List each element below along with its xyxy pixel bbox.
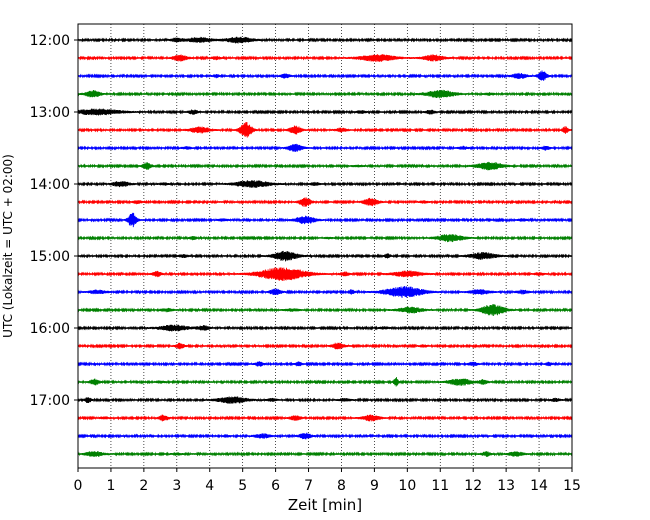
x-tick-label: 0 <box>74 478 83 494</box>
x-tick-label: 15 <box>563 478 581 494</box>
trace-1615 <box>77 342 573 350</box>
trace-1600 <box>77 324 573 332</box>
x-tick-label: 6 <box>271 478 280 494</box>
trace-1300 <box>77 108 573 116</box>
x-tick-label: 11 <box>431 478 449 494</box>
x-tick-label: 14 <box>530 478 548 494</box>
y-tick-label: 17:00 <box>30 393 70 409</box>
x-tick-label: 2 <box>139 478 148 494</box>
x-axis: 0 1 2 3 4 5 6 7 8 9 10 11 12 13 14 15 <box>74 468 581 494</box>
x-tick-label: 7 <box>304 478 313 494</box>
trace-1500 <box>77 250 573 262</box>
x-axis-label: Zeit [min] <box>288 496 362 514</box>
trace-1400 <box>77 180 573 188</box>
traces <box>77 36 573 457</box>
trace-1630 <box>77 361 573 367</box>
x-tick-label: 8 <box>337 478 346 494</box>
x-tick-label: 12 <box>464 478 482 494</box>
trace-1430 <box>77 212 573 228</box>
x-tick-label: 10 <box>398 478 416 494</box>
trace-1230 <box>77 70 573 81</box>
trace-1545 <box>77 304 573 316</box>
trace-1445 <box>77 234 573 243</box>
trace-1245 <box>77 89 573 99</box>
y-tick-label: 16:00 <box>30 321 70 337</box>
trace-1315 <box>77 122 573 138</box>
y-axis: 12:00 13:00 14:00 15:00 16:00 17:00 <box>30 33 78 409</box>
x-tick-label: 3 <box>172 478 181 494</box>
x-tick-label: 4 <box>205 478 214 494</box>
vertical-gridlines <box>110 24 540 468</box>
trace-1645 <box>77 377 573 387</box>
trace-1200 <box>77 36 573 44</box>
trace-1345 <box>77 161 573 171</box>
trace-1515 <box>77 267 573 281</box>
y-tick-label: 15:00 <box>30 249 70 265</box>
x-tick-label: 9 <box>370 478 379 494</box>
y-tick-label: 13:00 <box>30 105 70 121</box>
y-tick-label: 14:00 <box>30 177 70 193</box>
plot-area <box>78 24 572 468</box>
y-tick-label: 12:00 <box>30 33 70 49</box>
x-tick-label: 13 <box>497 478 515 494</box>
y-axis-label: UTC (Lokalzeit = UTC + 02:00) <box>1 154 15 338</box>
x-tick-label: 5 <box>238 478 247 494</box>
trace-1700 <box>77 396 573 404</box>
trace-1330 <box>77 143 573 152</box>
trace-1415 <box>77 197 573 207</box>
trace-1215 <box>77 54 573 62</box>
trace-1530 <box>77 286 573 298</box>
trace-1745 <box>77 451 573 457</box>
trace-1730 <box>77 432 573 440</box>
trace-1715 <box>77 414 573 422</box>
x-tick-label: 1 <box>106 478 115 494</box>
plot-frame <box>77 23 573 469</box>
